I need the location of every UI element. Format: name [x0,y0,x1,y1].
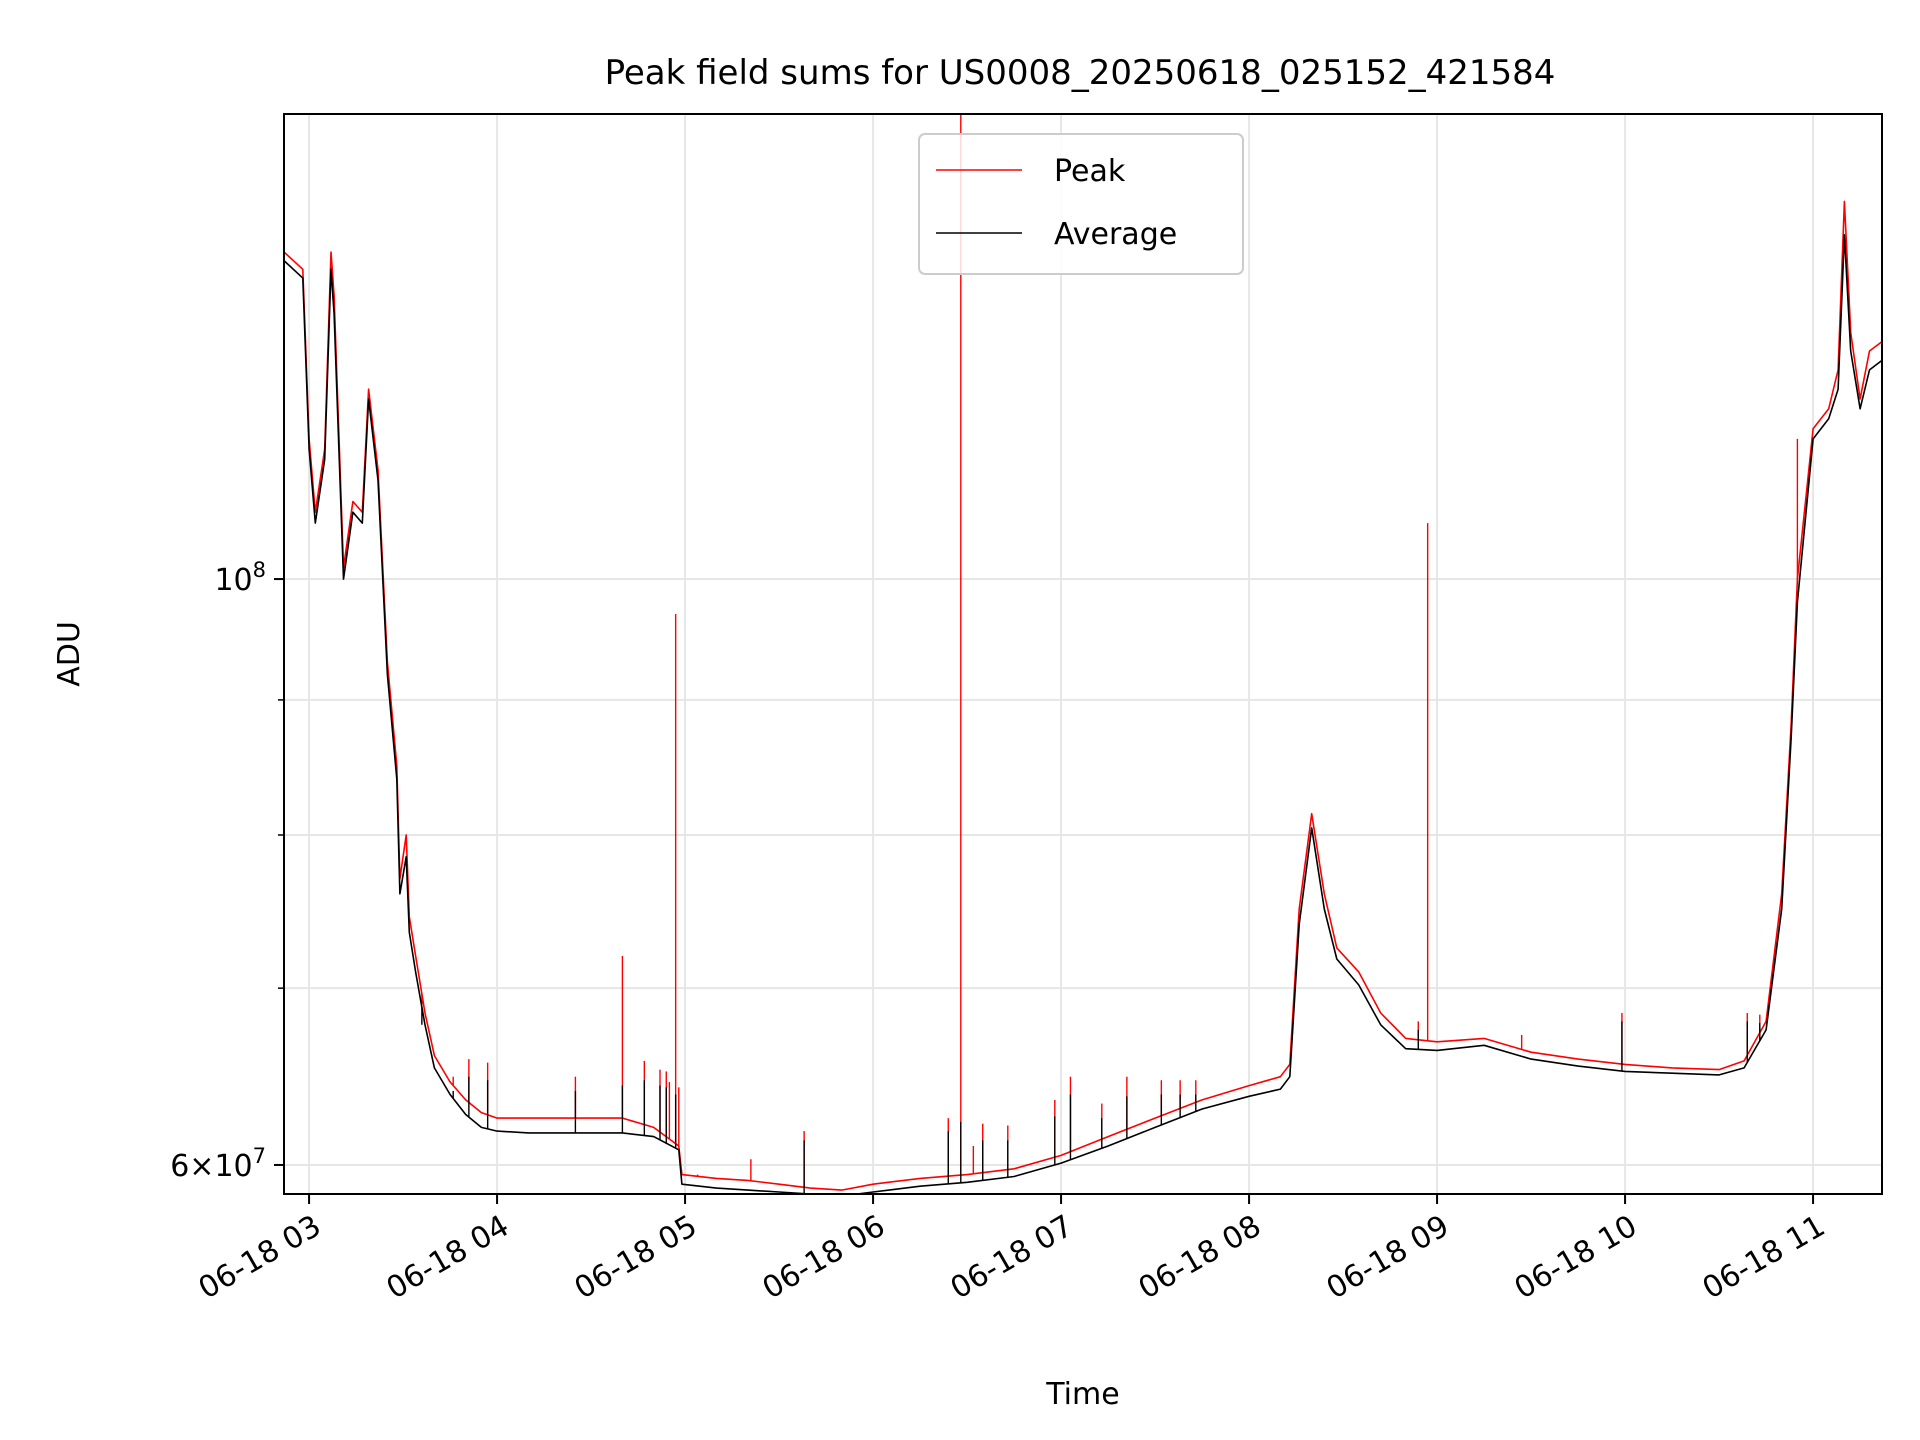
plot-frame [283,113,1883,1195]
y-tick-label: 108 [214,558,266,598]
chart-title: Peak field sums for US0008_20250618_0251… [605,53,1556,93]
series-line-peak [284,200,1882,1191]
series-line-average [284,234,1882,1194]
x-axis-label: Time [1045,1377,1119,1412]
y-axis: 6×107 108 [170,558,284,1184]
grid-lines [284,114,1882,1194]
legend: Peak Average [918,133,1244,275]
legend-label-peak: Peak [1054,154,1126,189]
legend-box [918,133,1244,275]
legend-label-average: Average [1054,217,1177,252]
y-tick-label: 6×107 [170,1144,266,1184]
series-layer [284,114,1882,1194]
y-axis-label: ADU [52,621,87,687]
